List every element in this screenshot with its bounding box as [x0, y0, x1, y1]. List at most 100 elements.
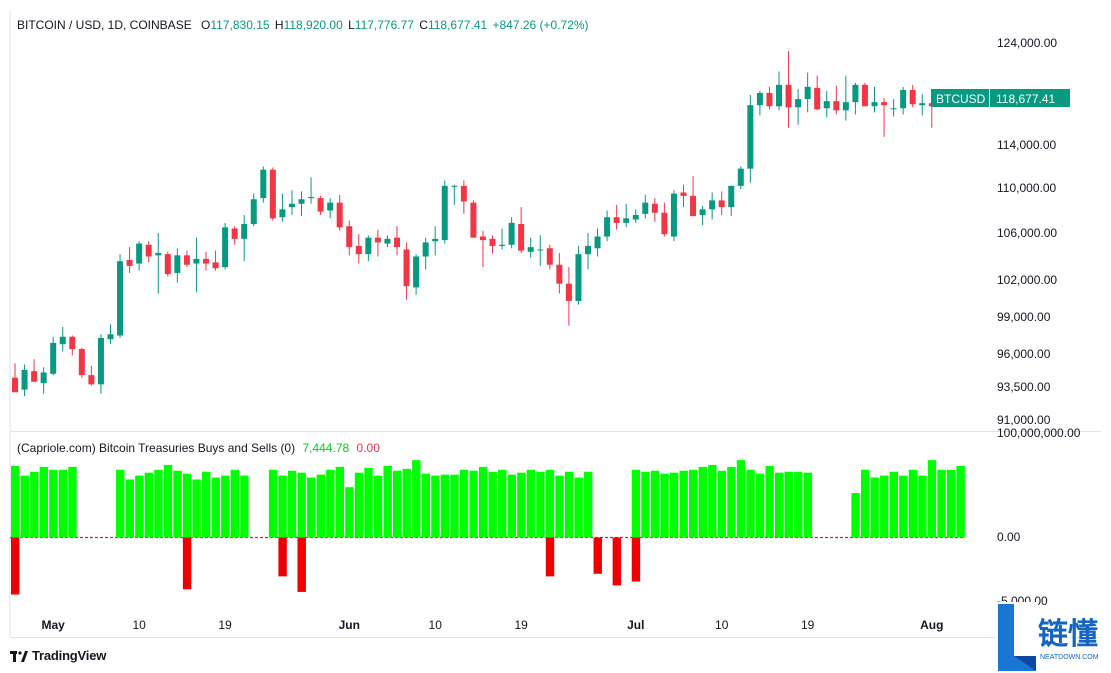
candle[interactable] [661, 202, 668, 237]
buy-bar[interactable] [135, 475, 144, 538]
sell-bar[interactable] [297, 537, 306, 592]
buy-bar[interactable] [412, 460, 421, 538]
candle[interactable] [413, 254, 420, 295]
buy-bar[interactable] [440, 474, 450, 538]
buy-bar[interactable] [708, 464, 717, 538]
candle[interactable] [432, 226, 439, 256]
candle[interactable] [279, 193, 286, 222]
buy-bar[interactable] [345, 487, 354, 538]
candle[interactable] [690, 176, 697, 217]
candle[interactable] [594, 228, 601, 257]
candle[interactable] [651, 198, 658, 222]
candle[interactable] [613, 204, 620, 230]
candle[interactable] [365, 235, 372, 262]
candle[interactable] [346, 220, 353, 256]
buy-bar[interactable] [182, 473, 192, 538]
candle[interactable] [785, 51, 792, 128]
sell-bar[interactable] [593, 537, 602, 574]
candle[interactable] [308, 177, 315, 204]
buy-bar[interactable] [163, 464, 173, 538]
sell-bar[interactable] [11, 537, 20, 595]
buy-bar[interactable] [918, 475, 927, 538]
buy-bar[interactable] [717, 470, 727, 538]
buy-bar[interactable] [564, 471, 574, 538]
buy-bar[interactable] [469, 470, 478, 538]
sell-bar[interactable] [278, 537, 287, 577]
candle[interactable] [546, 244, 553, 270]
candle[interactable] [842, 75, 849, 121]
sell-bar[interactable] [612, 537, 622, 586]
candle[interactable] [212, 250, 219, 271]
buy-bar[interactable] [68, 466, 77, 538]
buy-bar[interactable] [154, 469, 163, 538]
candle[interactable] [852, 82, 859, 115]
candle[interactable] [833, 85, 840, 115]
candle[interactable] [12, 363, 18, 393]
buy-bar[interactable] [354, 472, 364, 538]
candle[interactable] [231, 226, 238, 245]
candle[interactable] [728, 185, 735, 217]
candle[interactable] [288, 190, 295, 215]
buy-bar[interactable] [641, 471, 650, 538]
buy-bar[interactable] [58, 469, 68, 538]
candle[interactable] [680, 184, 687, 208]
buy-bar[interactable] [335, 466, 345, 538]
candle[interactable] [241, 215, 248, 262]
buy-bar[interactable] [402, 468, 411, 538]
candle[interactable] [31, 359, 38, 382]
buy-bar[interactable] [202, 471, 211, 538]
buy-bar[interactable] [373, 475, 383, 538]
candle[interactable] [718, 191, 725, 215]
candle[interactable] [384, 235, 391, 248]
buy-bar[interactable] [211, 477, 220, 538]
candle[interactable] [107, 324, 114, 345]
candle[interactable] [88, 365, 95, 386]
candle[interactable] [508, 217, 515, 249]
buy-bar[interactable] [498, 469, 507, 538]
candle[interactable] [632, 209, 639, 223]
candle[interactable] [871, 86, 878, 113]
candle[interactable] [470, 200, 477, 238]
buy-bar[interactable] [803, 472, 813, 538]
buy-bar[interactable] [488, 471, 497, 538]
candle[interactable] [623, 203, 630, 228]
buy-bar[interactable] [326, 469, 335, 538]
buy-bar[interactable] [192, 479, 201, 538]
buy-bar[interactable] [927, 460, 937, 538]
buy-bar[interactable] [937, 469, 946, 538]
buy-bar[interactable] [860, 469, 870, 538]
buy-bar[interactable] [297, 472, 306, 538]
buy-bar[interactable] [555, 475, 564, 538]
buy-bar[interactable] [870, 477, 879, 538]
candle[interactable] [174, 248, 181, 283]
candle[interactable] [900, 86, 907, 115]
buy-bar[interactable] [784, 471, 793, 538]
candle[interactable] [460, 180, 467, 214]
buy-bar[interactable] [775, 472, 784, 538]
buy-bar[interactable] [631, 469, 641, 538]
buy-bar[interactable] [736, 460, 746, 538]
candle[interactable] [556, 252, 563, 294]
candle[interactable] [40, 367, 47, 394]
buy-bar[interactable] [755, 473, 765, 538]
candle[interactable] [585, 233, 591, 270]
buy-bar[interactable] [393, 470, 402, 538]
candle[interactable] [69, 335, 76, 356]
candle[interactable] [59, 326, 66, 352]
buy-bar[interactable] [450, 474, 459, 538]
candle[interactable] [394, 226, 400, 256]
buy-bar[interactable] [116, 469, 125, 538]
candle[interactable] [776, 71, 782, 111]
buy-bar[interactable] [173, 470, 182, 538]
buy-bar[interactable] [364, 467, 373, 538]
candle[interactable] [642, 194, 649, 219]
candle[interactable] [250, 193, 257, 227]
buy-bar[interactable] [650, 470, 660, 538]
candle[interactable] [260, 166, 267, 203]
buy-bar[interactable] [125, 479, 134, 538]
buy-bar[interactable] [39, 466, 49, 538]
buy-bar[interactable] [908, 469, 918, 538]
buy-bar[interactable] [584, 471, 593, 538]
candle[interactable] [422, 237, 429, 270]
candle[interactable] [823, 90, 830, 118]
